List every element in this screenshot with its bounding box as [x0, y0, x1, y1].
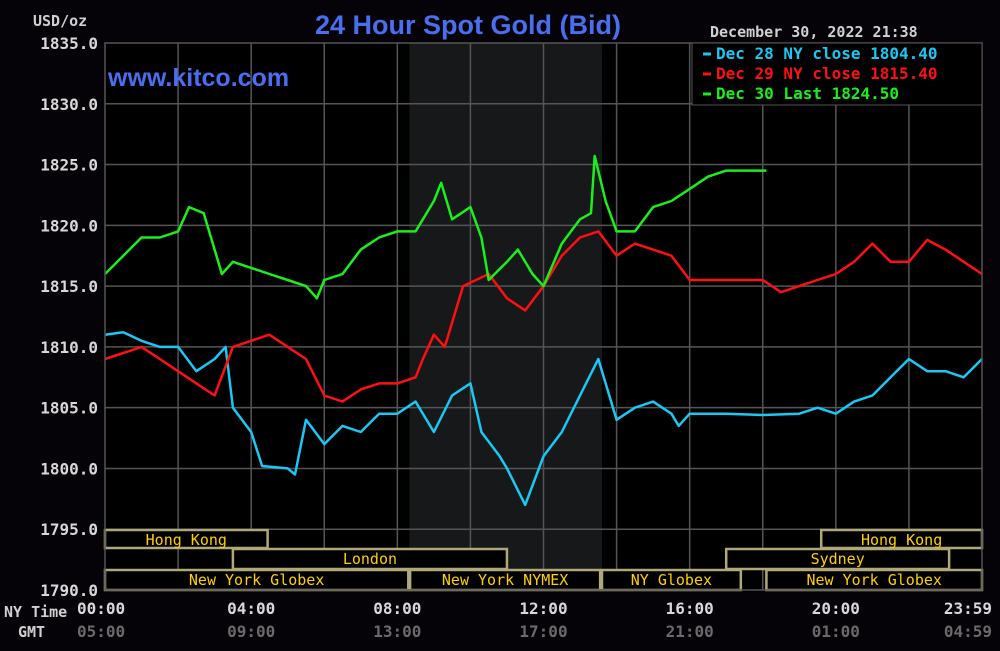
- y-tick-label: 1795.0: [40, 520, 98, 539]
- ny-time-label: NY Time: [4, 603, 67, 621]
- session-label: Hong Kong: [146, 531, 227, 549]
- session-label: Sydney: [811, 550, 865, 568]
- series-line: [104, 331, 983, 507]
- gmt-label: GMT: [18, 623, 45, 641]
- session-label: London: [343, 550, 397, 568]
- x-tick-label-ny: 08:00: [373, 599, 421, 618]
- x-tick-label-gmt: 01:00: [812, 622, 860, 641]
- y-tick-label: 1820.0: [40, 216, 98, 235]
- y-axis-label: USD/oz: [33, 12, 87, 30]
- x-tick-label-gmt: 09:00: [227, 622, 275, 641]
- legend-entry: Dec 29 NY close 1815.40: [716, 64, 938, 83]
- session-label: New York Globex: [806, 571, 941, 589]
- series-lines: [104, 154, 983, 507]
- session-label: New York Globex: [189, 571, 324, 589]
- x-tick-label-ny: 16:00: [666, 599, 714, 618]
- session-label: Hong Kong: [861, 531, 942, 549]
- y-tick-label: 1790.0: [40, 581, 98, 600]
- series-line: [104, 154, 767, 300]
- trading-sessions: Hong Kong Hong Kong London Sydney New York G…: [103, 528, 984, 592]
- y-tick-label: 1815.0: [40, 277, 98, 296]
- series-line: [104, 230, 983, 403]
- x-tick-label-ny: 12:00: [519, 599, 567, 618]
- legend-entry: Dec 30 Last 1824.50: [716, 84, 899, 103]
- y-tick-labels: 1835.0 1830.0 1825.0 1820.0 1815.0 1810.0 1805…: [40, 34, 98, 600]
- x-tick-label-gmt: 17:00: [519, 622, 567, 641]
- session-label: New York NYMEX: [442, 571, 568, 589]
- x-tick-label-ny: 20:00: [812, 599, 860, 618]
- y-tick-label: 1800.0: [40, 459, 98, 478]
- x-tick-labels: 00:00 05:00 04:00 09:00 08:00 13:00 12:00 17:00…: [77, 599, 992, 641]
- x-tick-label-gmt: 05:00: [77, 622, 125, 641]
- x-tick-label-ny: 00:00: [77, 599, 125, 618]
- y-tick-label: 1835.0: [40, 34, 98, 53]
- x-tick-label-gmt: 21:00: [666, 622, 714, 641]
- x-tick-label-gmt: 13:00: [373, 622, 421, 641]
- x-tick-label-ny: 23:59: [944, 599, 992, 618]
- y-tick-label: 1805.0: [40, 399, 98, 418]
- timestamp: December 30, 2022 21:38: [710, 23, 918, 41]
- legend-entry: Dec 28 NY close 1804.40: [716, 44, 938, 63]
- x-tick-label-gmt: 04:59: [944, 622, 992, 641]
- y-tick-label: 1830.0: [40, 95, 98, 114]
- plot-border: [104, 42, 983, 591]
- shaded-nymex-hours: [409, 43, 602, 590]
- watermark: www.kitco.com: [107, 64, 289, 92]
- session-label: NY Globex: [631, 571, 712, 589]
- chart-title: 24 Hour Spot Gold (Bid): [315, 10, 621, 40]
- x-tick-label-ny: 04:00: [227, 599, 275, 618]
- y-tick-label: 1810.0: [40, 338, 98, 357]
- y-tick-label: 1825.0: [40, 156, 98, 175]
